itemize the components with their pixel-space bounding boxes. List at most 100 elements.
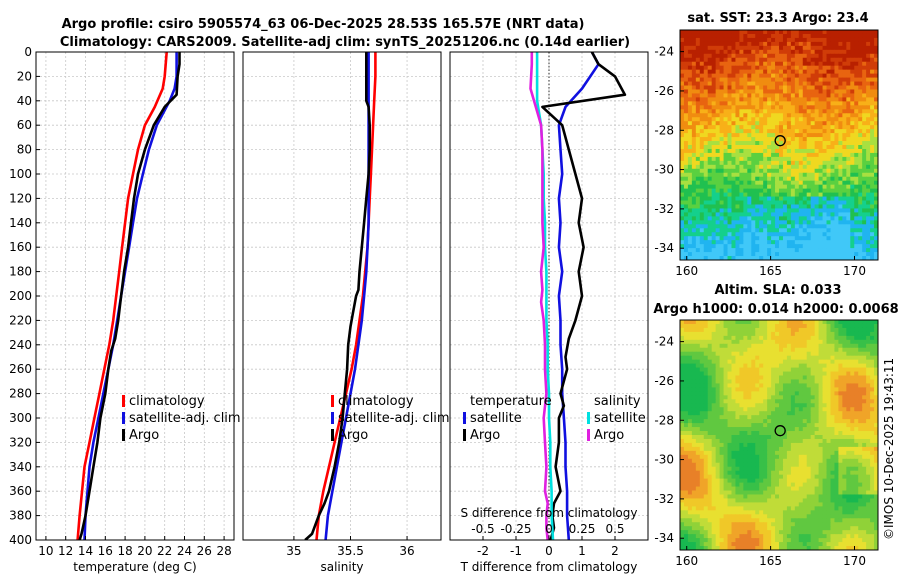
sla-map-cell [794, 450, 800, 456]
sst-map-cell [699, 252, 705, 257]
sla-map-cell [838, 391, 843, 396]
sst-map-cell [834, 184, 839, 190]
sst-map-cell [798, 93, 804, 98]
sst-map-cell [747, 224, 752, 229]
sst-map-cell [775, 188, 780, 194]
sst-map-cell [802, 232, 808, 237]
sla-map-cell [767, 415, 772, 420]
sst-map-cell [818, 172, 824, 178]
sst-map-cell [767, 33, 772, 39]
sla-map-cell [786, 411, 792, 416]
sst-map-cell [715, 164, 721, 170]
sst-map-cell [687, 164, 693, 170]
sla-map-cell [842, 379, 847, 384]
sla-map-cell [814, 387, 820, 392]
sst-map-cell [779, 196, 784, 202]
sst-map-cell [739, 117, 744, 122]
sst-map-cell [782, 192, 788, 198]
sst-map-cell [822, 145, 828, 150]
sla-map-cell [775, 335, 780, 341]
sst-map-cell [798, 133, 804, 138]
sla-map-cell [874, 442, 879, 448]
sst-map-cell [806, 41, 812, 47]
sst-map-cell [703, 208, 709, 213]
sla-map-cell [870, 375, 875, 380]
sla-map-cell [751, 454, 756, 460]
sla-map-cell [850, 403, 855, 408]
sla-map-cell [711, 323, 717, 329]
sla-map-cell [782, 335, 788, 341]
sst-map-cell [802, 248, 808, 253]
sst-map-cell [846, 121, 851, 126]
sla-map-cell [703, 371, 709, 377]
sst-map-cell [715, 65, 721, 71]
sla-map-cell [838, 327, 843, 333]
sst-map-cell [806, 89, 812, 94]
sla-map-cell [818, 450, 824, 456]
sst-map-cell [818, 248, 824, 253]
sst-map-cell [723, 252, 729, 257]
sst-map-cell [707, 252, 713, 257]
sst-map-cell [794, 109, 800, 114]
sst-map-cell [731, 41, 736, 47]
sla-map-cell [858, 462, 863, 468]
sst-map-cell [695, 89, 701, 94]
sst-map-cell [874, 212, 879, 217]
sst-map-cell [731, 30, 736, 35]
sst-map-cell [699, 97, 705, 102]
sst-map-cell [719, 216, 725, 221]
sst-map-cell [838, 232, 843, 237]
sst-map-cell [687, 89, 693, 94]
sst-map-cell [818, 256, 824, 261]
sst-map-cell [846, 109, 851, 114]
sla-map-cell [711, 442, 717, 448]
sla-map-cell [699, 419, 705, 424]
sst-map-cell [814, 129, 820, 134]
sla-map-cell [798, 399, 804, 404]
sst-map-cell [743, 244, 748, 249]
sla-map-cell [707, 399, 713, 404]
sla-map-cell [719, 387, 725, 392]
sla-map-cell [695, 355, 701, 361]
sla-map-cell [834, 423, 839, 428]
sla-map-cell [703, 379, 709, 384]
sla-map-cell [826, 411, 831, 416]
sst-map-cell [775, 256, 780, 261]
sst-map-cell [838, 33, 843, 39]
sla-map-cell [687, 351, 693, 357]
sst-map-cell [735, 85, 740, 90]
sst-map-cell [767, 45, 772, 51]
sla-map-cell [680, 327, 685, 333]
sla-map-cell [842, 391, 847, 396]
sst-map-cell [703, 240, 709, 245]
sst-map-cell [806, 105, 812, 110]
sla-map-cell [707, 395, 713, 400]
sla-map-cell [731, 371, 736, 377]
sst-map-cell [703, 93, 709, 98]
sst-map-cell [782, 212, 788, 217]
sla-map-cell [719, 442, 725, 448]
sla-map-cell [735, 391, 740, 396]
sst-map-cell [822, 117, 828, 122]
sst-map-cell [743, 176, 748, 182]
sst-map-cell [802, 184, 808, 190]
sst-map-cell [818, 141, 824, 146]
sla-map-cell [723, 347, 729, 353]
sst-map-cell [826, 164, 831, 170]
sst-map-cell [838, 53, 843, 59]
sla-map-cell [822, 411, 828, 416]
sst-map-cell [846, 236, 851, 241]
sla-map-cell [723, 367, 729, 373]
sst-map-cell [826, 69, 831, 75]
sst-map-cell [798, 240, 804, 245]
sla-map-cell [846, 403, 851, 408]
sla-map-cell [687, 450, 693, 456]
sst-map-cell [763, 85, 768, 90]
sla-map-cell [719, 438, 725, 444]
sla-map-cell [739, 331, 744, 337]
sst-map-cell [786, 65, 792, 71]
legend-label-argo: Argo [338, 428, 368, 443]
sst-map-cell [810, 125, 816, 130]
sst-map-cell [723, 93, 729, 98]
sla-map-cell [763, 446, 768, 452]
